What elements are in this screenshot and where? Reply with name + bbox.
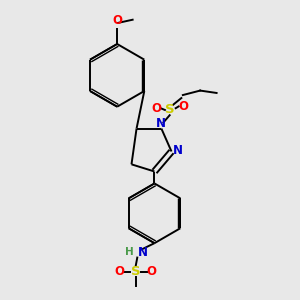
Text: O: O xyxy=(112,14,122,27)
Text: N: N xyxy=(173,143,183,157)
Text: N: N xyxy=(156,117,166,130)
Text: O: O xyxy=(147,265,157,278)
Text: O: O xyxy=(152,102,162,115)
Text: O: O xyxy=(178,100,188,113)
Text: S: S xyxy=(131,265,140,278)
Text: H: H xyxy=(125,247,134,257)
Text: S: S xyxy=(166,103,175,116)
Text: O: O xyxy=(115,265,124,278)
Text: N: N xyxy=(138,246,148,259)
